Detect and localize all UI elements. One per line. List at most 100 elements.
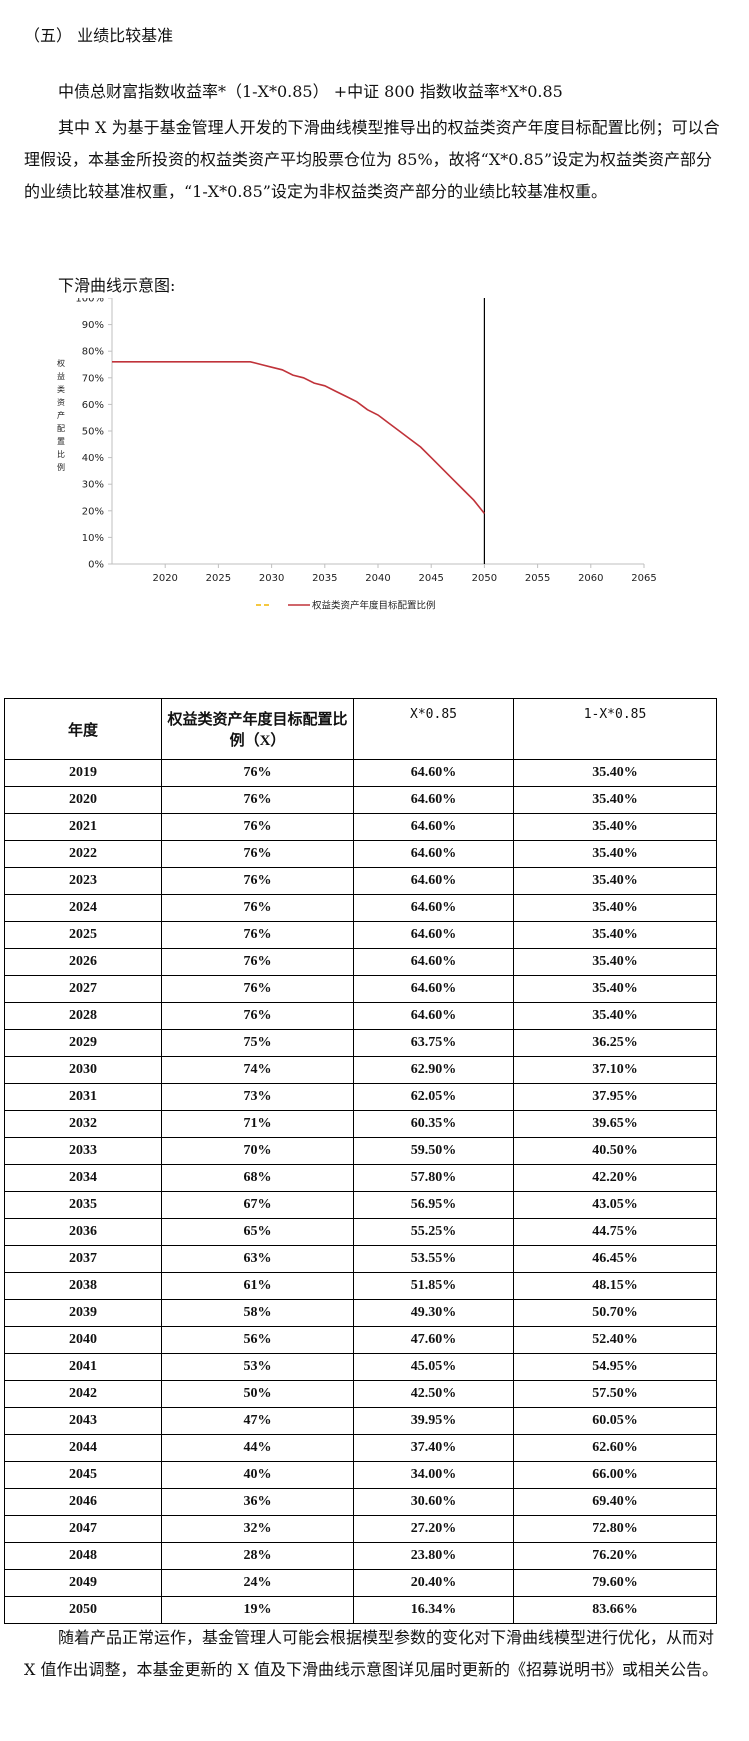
table-row: 2046 36% 30.60% 69.40% [4, 1488, 717, 1516]
cell-x-085: 64.60% [353, 759, 514, 787]
table-row: 2027 76% 64.60% 35.40% [4, 975, 717, 1003]
cell-x-085: 34.00% [353, 1461, 514, 1489]
legend-label: 权益类资产年度目标配置比例 [312, 600, 436, 612]
explanation-paragraph: 其中 X 为基于基金管理人开发的下滑曲线模型推导出的权益类资产年度目标配置比例；… [24, 118, 720, 201]
cell-year: 2022 [4, 840, 162, 868]
header-year: 年度 [4, 698, 162, 760]
cell-year: 2024 [4, 894, 162, 922]
y-tick-label: 60% [82, 400, 104, 411]
cell-target-ratio: 40% [161, 1461, 354, 1489]
cell-target-ratio: 75% [161, 1029, 354, 1057]
cell-target-ratio: 44% [161, 1434, 354, 1462]
cell-year: 2037 [4, 1245, 162, 1273]
y-tick-label: 70% [82, 373, 104, 384]
cell-target-ratio: 76% [161, 975, 354, 1003]
cell-1-minus-x-085: 69.40% [513, 1488, 717, 1516]
y-tick-label: 20% [82, 506, 104, 517]
cell-1-minus-x-085: 35.40% [513, 813, 717, 841]
section-heading: （五） 业绩比较基准 [24, 26, 174, 45]
cell-year: 2035 [4, 1191, 162, 1219]
table-row: 2030 74% 62.90% 37.10% [4, 1056, 717, 1084]
cell-year: 2048 [4, 1542, 162, 1570]
cell-1-minus-x-085: 35.40% [513, 786, 717, 814]
cell-target-ratio: 36% [161, 1488, 354, 1516]
cell-1-minus-x-085: 76.20% [513, 1542, 717, 1570]
cell-x-085: 39.95% [353, 1407, 514, 1435]
table-row: 2035 67% 56.95% 43.05% [4, 1191, 717, 1219]
chart-caption: 下滑曲线示意图: [58, 276, 176, 295]
cell-1-minus-x-085: 35.40% [513, 759, 717, 787]
cell-year: 2028 [4, 1002, 162, 1030]
cell-x-085: 51.85% [353, 1272, 514, 1300]
x-tick-label: 2040 [365, 573, 390, 584]
cell-target-ratio: 76% [161, 948, 354, 976]
cell-target-ratio: 32% [161, 1515, 354, 1543]
x-tick-label: 2065 [631, 573, 656, 584]
cell-1-minus-x-085: 46.45% [513, 1245, 717, 1273]
cell-year: 2041 [4, 1353, 162, 1381]
cell-1-minus-x-085: 39.65% [513, 1110, 717, 1138]
table-row: 2039 58% 49.30% 50.70% [4, 1299, 717, 1327]
cell-target-ratio: 76% [161, 840, 354, 868]
cell-year: 2026 [4, 948, 162, 976]
cell-x-085: 57.80% [353, 1164, 514, 1192]
cell-1-minus-x-085: 57.50% [513, 1380, 717, 1408]
table-row: 2038 61% 51.85% 48.15% [4, 1272, 717, 1300]
cell-target-ratio: 63% [161, 1245, 354, 1273]
allocation-table: 年度 权益类资产年度目标配置比例（X） X*0.85 1-X*0.85 2019… [4, 698, 717, 1624]
cell-x-085: 62.05% [353, 1083, 514, 1111]
cell-target-ratio: 73% [161, 1083, 354, 1111]
cell-x-085: 64.60% [353, 948, 514, 976]
table-row: 2037 63% 53.55% 46.45% [4, 1245, 717, 1273]
cell-1-minus-x-085: 54.95% [513, 1353, 717, 1381]
cell-target-ratio: 47% [161, 1407, 354, 1435]
cell-x-085: 59.50% [353, 1137, 514, 1165]
cell-x-085: 62.90% [353, 1056, 514, 1084]
cell-1-minus-x-085: 43.05% [513, 1191, 717, 1219]
benchmark-formula: 中债总财富指数收益率*（1-X*0.85） +中证 800 指数收益率*X*0.… [58, 82, 563, 101]
cell-1-minus-x-085: 48.15% [513, 1272, 717, 1300]
cell-year: 2047 [4, 1515, 162, 1543]
cell-year: 2036 [4, 1218, 162, 1246]
table-row: 2042 50% 42.50% 57.50% [4, 1380, 717, 1408]
cell-year: 2025 [4, 921, 162, 949]
cell-x-085: 56.95% [353, 1191, 514, 1219]
cell-target-ratio: 70% [161, 1137, 354, 1165]
y-tick-label: 90% [82, 320, 104, 331]
glide-path-chart: 0% 10% 20% 30% 40% 50% 60% 70% 80% 90% 100% 2020 202… [57, 298, 657, 612]
cell-target-ratio: 61% [161, 1272, 354, 1300]
cell-year: 2045 [4, 1461, 162, 1489]
cell-target-ratio: 76% [161, 867, 354, 895]
cell-year: 2049 [4, 1569, 162, 1597]
cell-x-085: 27.20% [353, 1515, 514, 1543]
cell-x-085: 64.60% [353, 894, 514, 922]
cell-target-ratio: 76% [161, 894, 354, 922]
cell-x-085: 45.05% [353, 1353, 514, 1381]
y-tick-label: 50% [82, 427, 104, 438]
cell-1-minus-x-085: 40.50% [513, 1137, 717, 1165]
cell-1-minus-x-085: 42.20% [513, 1164, 717, 1192]
cell-target-ratio: 28% [161, 1542, 354, 1570]
table-row: 2036 65% 55.25% 44.75% [4, 1218, 717, 1246]
table-row: 2019 76% 64.60% 35.40% [4, 759, 717, 787]
cell-x-085: 64.60% [353, 867, 514, 895]
table-row: 2033 70% 59.50% 40.50% [4, 1137, 717, 1165]
x-tick-label: 2060 [578, 573, 603, 584]
table-row: 2032 71% 60.35% 39.65% [4, 1110, 717, 1138]
cell-1-minus-x-085: 35.40% [513, 867, 717, 895]
cell-target-ratio: 19% [161, 1596, 354, 1624]
adjustment-paragraph: 随着产品正常运作，基金管理人可能会根据模型参数的变化对下滑曲线模型进行优化，从而… [24, 1628, 719, 1679]
cell-target-ratio: 76% [161, 921, 354, 949]
cell-x-085: 64.60% [353, 840, 514, 868]
y-tick-label: 0% [88, 560, 104, 571]
cell-1-minus-x-085: 35.40% [513, 948, 717, 976]
cell-target-ratio: 76% [161, 1002, 354, 1030]
cell-year: 2039 [4, 1299, 162, 1327]
cell-year: 2040 [4, 1326, 162, 1354]
cell-x-085: 47.60% [353, 1326, 514, 1354]
y-tick-label: 80% [82, 347, 104, 358]
table-body: 2019 76% 64.60% 35.40% 2020 76% 64.60% 35.40% 20… [4, 759, 717, 1624]
cell-year: 2042 [4, 1380, 162, 1408]
cell-year: 2034 [4, 1164, 162, 1192]
cell-year: 2023 [4, 867, 162, 895]
